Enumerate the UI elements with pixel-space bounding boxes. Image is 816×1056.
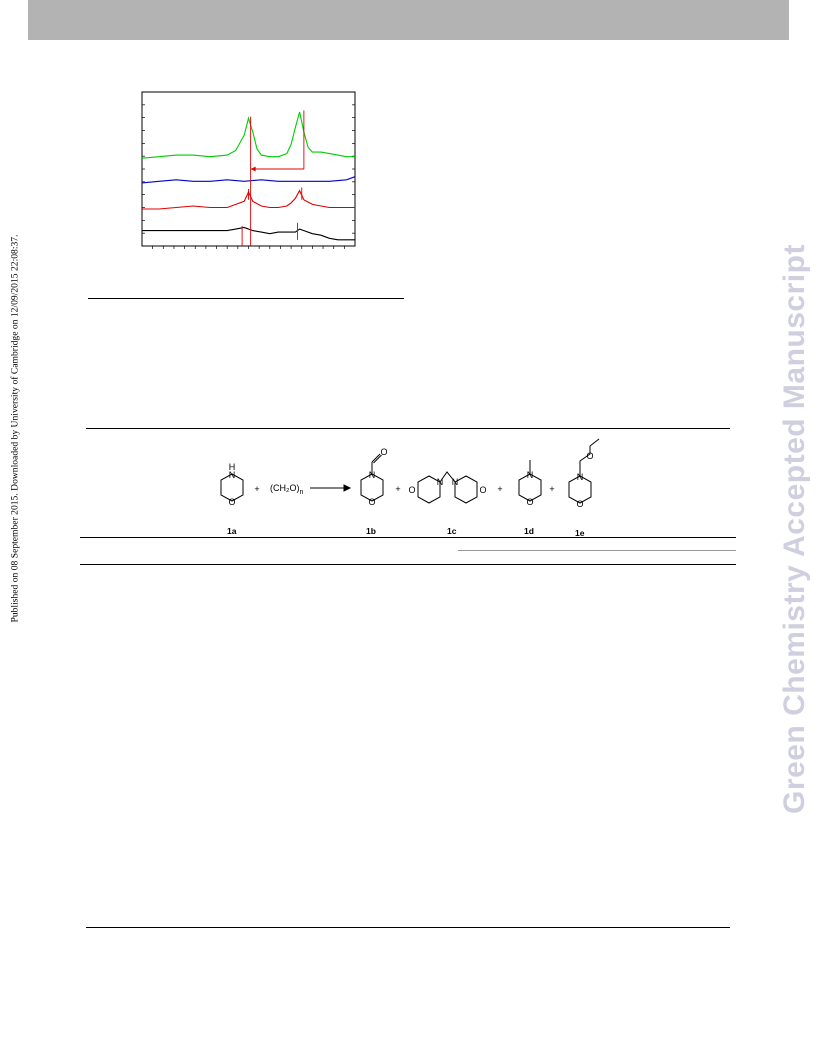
compound-label-1e: 1e xyxy=(575,528,585,538)
plot-frame xyxy=(141,91,356,247)
plus-sign: + xyxy=(497,484,502,494)
atom-label: O xyxy=(408,485,415,495)
series-line-1 xyxy=(141,176,356,184)
series-line-0 xyxy=(141,111,355,159)
shift-arrow-head xyxy=(250,166,256,172)
atom-label: N xyxy=(229,470,236,480)
compound-label-1b: 1b xyxy=(366,526,376,536)
table-body-top-rule xyxy=(80,564,736,565)
plus-sign: + xyxy=(254,484,259,494)
atom-label: H xyxy=(229,462,236,472)
compound-label-1a: 1a xyxy=(227,526,237,536)
atom-label: N xyxy=(577,472,584,482)
atom-label: O xyxy=(576,499,583,509)
reaction-scheme: H N O + (CH₂O)n N O O + O N N O + N O + … xyxy=(220,438,600,509)
spectra-chart xyxy=(141,91,356,249)
reagent-text: (CH₂O)n xyxy=(270,483,304,496)
publication-side-note: Published on 08 September 2015. Download… xyxy=(4,208,26,648)
ring-1e xyxy=(568,475,592,504)
ring-1d xyxy=(518,473,542,502)
compound-label-1d: 1d xyxy=(524,526,534,536)
watermark-text: Green Chemistry Accepted Manuscript xyxy=(778,244,812,814)
atom-label: O xyxy=(586,451,593,461)
atom-label: N xyxy=(437,477,444,487)
compound-label-1c: 1c xyxy=(447,526,457,536)
atom-label: O xyxy=(368,497,375,507)
figure-separator xyxy=(88,298,404,299)
series-line-2 xyxy=(142,189,355,210)
plus-sign: + xyxy=(395,484,400,494)
ring-1b xyxy=(360,473,384,502)
atom-label: N xyxy=(369,470,376,480)
journal-header-bar xyxy=(28,0,789,40)
atom-label: N xyxy=(527,470,534,480)
table-bottom-rule xyxy=(86,927,730,928)
atom-label: O xyxy=(380,447,387,457)
series-line-3 xyxy=(142,226,355,241)
scheme-top-rule xyxy=(86,428,730,429)
ring-1a xyxy=(220,473,244,502)
atom-label: O xyxy=(526,497,533,507)
atom-label: O xyxy=(479,485,486,495)
table-header-rule xyxy=(80,537,736,538)
side-note-text: Published on 08 September 2015. Download… xyxy=(9,234,21,622)
table-subheader-rule xyxy=(458,550,736,551)
manuscript-watermark: Green Chemistry Accepted Manuscript xyxy=(773,233,816,825)
ring-1c-right xyxy=(454,475,478,504)
atom-label: N xyxy=(452,477,459,487)
atom-label: O xyxy=(228,497,235,507)
plus-sign: + xyxy=(549,484,554,494)
